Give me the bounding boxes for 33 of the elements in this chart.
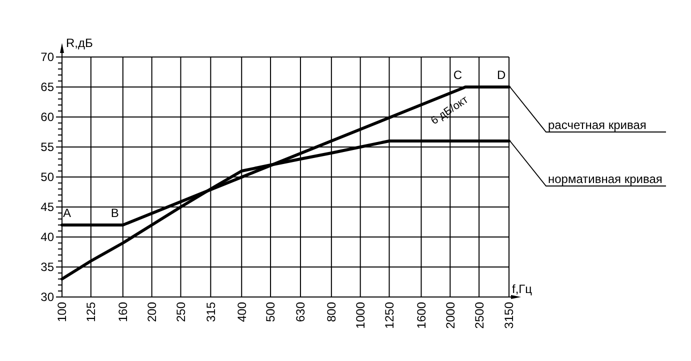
- x-tick-label: 1250: [382, 302, 396, 329]
- y-tick-label: 50: [40, 170, 54, 184]
- x-tick-label: 1600: [414, 302, 428, 329]
- y-axis-title: R,дБ: [66, 36, 93, 50]
- x-axis-title: f,Гц: [512, 282, 532, 296]
- x-tick-label: 400: [234, 302, 249, 322]
- annotation: A: [63, 206, 72, 220]
- y-tick-label: 40: [40, 230, 54, 244]
- x-tick-label: 200: [145, 302, 160, 322]
- annotation: C: [453, 68, 462, 82]
- y-tick-label: 45: [40, 200, 54, 214]
- y-tick-label: 30: [40, 290, 54, 304]
- x-tick-label: 315: [204, 302, 218, 322]
- x-tick-label: 160: [116, 302, 130, 322]
- text: нормативная кривая: [548, 172, 662, 186]
- annotation: B: [110, 206, 119, 220]
- x-tick-label: 125: [84, 302, 98, 322]
- x-tick-label: 2500: [472, 302, 486, 329]
- x-tick-label: 3150: [502, 302, 516, 329]
- y-tick-label: 65: [40, 80, 54, 94]
- y-tick-label: 55: [40, 140, 54, 154]
- y-tick-label: 60: [40, 110, 54, 124]
- y-tick-label: 35: [40, 260, 54, 274]
- x-tick-label: 100: [55, 302, 70, 322]
- text: расчетная кривая: [548, 118, 646, 132]
- x-tick-label: 2000: [443, 302, 458, 329]
- x-tick-label: 1000: [354, 302, 368, 329]
- x-tick-label: 250: [174, 302, 188, 322]
- annotation: D: [497, 68, 506, 82]
- x-tick-label: 800: [324, 302, 339, 322]
- y-tick-label: 70: [40, 50, 54, 64]
- x-tick-label: 500: [264, 302, 278, 322]
- x-tick-label: 630: [294, 302, 308, 322]
